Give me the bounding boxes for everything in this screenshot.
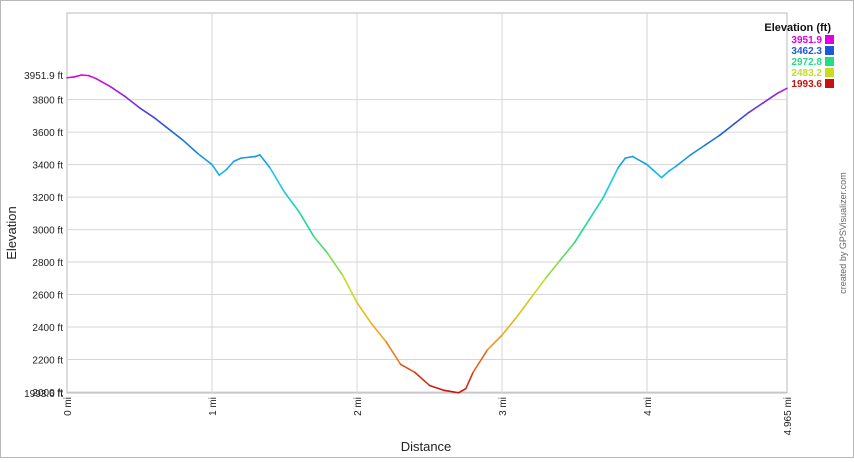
line-segment <box>515 296 532 319</box>
line-segment <box>153 116 170 130</box>
line-segment <box>747 102 764 114</box>
line-segment <box>588 196 605 221</box>
line-segment <box>704 134 721 146</box>
line-segment <box>73 74 83 78</box>
line-segment <box>327 253 344 276</box>
line-segment <box>486 334 503 351</box>
x-tick-label: 4 mi <box>643 397 654 416</box>
legend-label: 2483.2 <box>791 68 822 79</box>
y-limit-label: 3951.9 ft <box>24 71 63 82</box>
line-segment <box>624 155 634 159</box>
line-segment <box>385 340 402 366</box>
line-segment <box>602 167 619 198</box>
line-segment <box>501 316 518 336</box>
y-tick-label: 3800 ft <box>32 96 63 107</box>
line-segment <box>269 167 286 194</box>
x-axis-label: Distance <box>401 439 452 454</box>
line-segment <box>675 154 692 168</box>
line-segment <box>617 157 627 169</box>
line-segment <box>124 95 141 109</box>
line-segment <box>109 85 126 98</box>
line-segment <box>312 235 329 255</box>
line-segment <box>544 259 561 280</box>
legend-label: 3951.9 <box>791 35 822 46</box>
line-segment <box>631 155 648 166</box>
line-segment <box>530 277 547 299</box>
line-segment <box>259 154 271 169</box>
line-segment <box>653 170 663 179</box>
y-tick-label: 3600 ft <box>32 128 63 139</box>
line-segment <box>167 128 184 142</box>
y-tick-labels: 2000 ft 2200 ft 2400 ft 2600 ft 2800 ft 3000 … <box>24 71 63 400</box>
line-segment <box>95 77 112 88</box>
line-segment <box>87 74 97 80</box>
line-segment <box>341 274 358 304</box>
legend-title: Elevation (ft) <box>764 22 831 34</box>
y-tick-label: 2000 ft <box>32 388 63 399</box>
line-segment <box>414 371 431 387</box>
line-segment <box>290 201 300 213</box>
line-segment <box>443 389 460 394</box>
line-segment <box>733 111 750 125</box>
plot-area <box>66 12 788 394</box>
line-segment <box>138 106 155 119</box>
line-segment <box>218 168 228 176</box>
legend-swatch <box>825 35 834 44</box>
line-segment <box>646 163 656 172</box>
line-segment <box>283 191 293 203</box>
line-segment <box>232 157 242 163</box>
line-segment <box>370 322 387 343</box>
line-segment <box>457 387 467 394</box>
legend-swatch <box>825 57 834 66</box>
line-segment <box>196 152 213 166</box>
line-segment <box>182 139 199 155</box>
line-segment <box>776 87 788 94</box>
line-segment <box>573 219 590 244</box>
x-tick-labels: 0 mi 1 mi 2 mi 3 mi 4 mi 4.965 mi <box>63 397 794 435</box>
y-tick-label: 2400 ft <box>32 323 63 334</box>
x-tick-label: 2 mi <box>353 397 364 416</box>
line-segment <box>66 76 76 79</box>
watermark-text: created by GPSVisualizer.com <box>838 172 848 293</box>
y-tick-label: 2800 ft <box>32 258 63 269</box>
line-segment <box>428 384 445 392</box>
line-segment <box>80 74 90 77</box>
y-tick-label: 3200 ft <box>32 193 63 204</box>
legend-swatch <box>825 79 834 88</box>
legend-label: 2972.8 <box>791 57 822 68</box>
line-segment <box>472 348 489 374</box>
legend-swatch <box>825 68 834 77</box>
y-tick-label: 3400 ft <box>32 161 63 172</box>
line-segment <box>399 363 416 374</box>
legend-label: 3462.3 <box>791 46 822 57</box>
line-segment <box>660 170 670 179</box>
x-tick-label: 4.965 mi <box>783 397 794 435</box>
y-tick-label: 2200 ft <box>32 355 63 366</box>
line-segment <box>762 92 779 104</box>
y-axis-label: Elevation <box>4 206 19 259</box>
x-tick-label: 3 mi <box>498 397 509 416</box>
line-segment <box>356 301 373 325</box>
elevation-line <box>66 74 788 394</box>
line-segment <box>668 165 677 172</box>
line-segment <box>298 210 315 237</box>
line-segment <box>689 144 706 156</box>
y-tick-label: 3000 ft <box>32 226 63 237</box>
line-segment <box>211 163 221 176</box>
line-segment <box>225 160 235 171</box>
x-tick-label: 1 mi <box>208 397 219 416</box>
legend-swatch <box>825 46 834 55</box>
line-segment <box>559 241 576 262</box>
legend-label: 1993.6 <box>791 79 822 90</box>
x-tick-label: 0 mi <box>63 397 74 416</box>
line-segment <box>464 371 474 390</box>
line-segment <box>718 123 735 137</box>
y-tick-label: 2600 ft <box>32 291 63 302</box>
gridlines <box>67 13 787 393</box>
y-limit-label: 1993.6 ft <box>24 389 63 400</box>
line-segment <box>240 155 257 159</box>
